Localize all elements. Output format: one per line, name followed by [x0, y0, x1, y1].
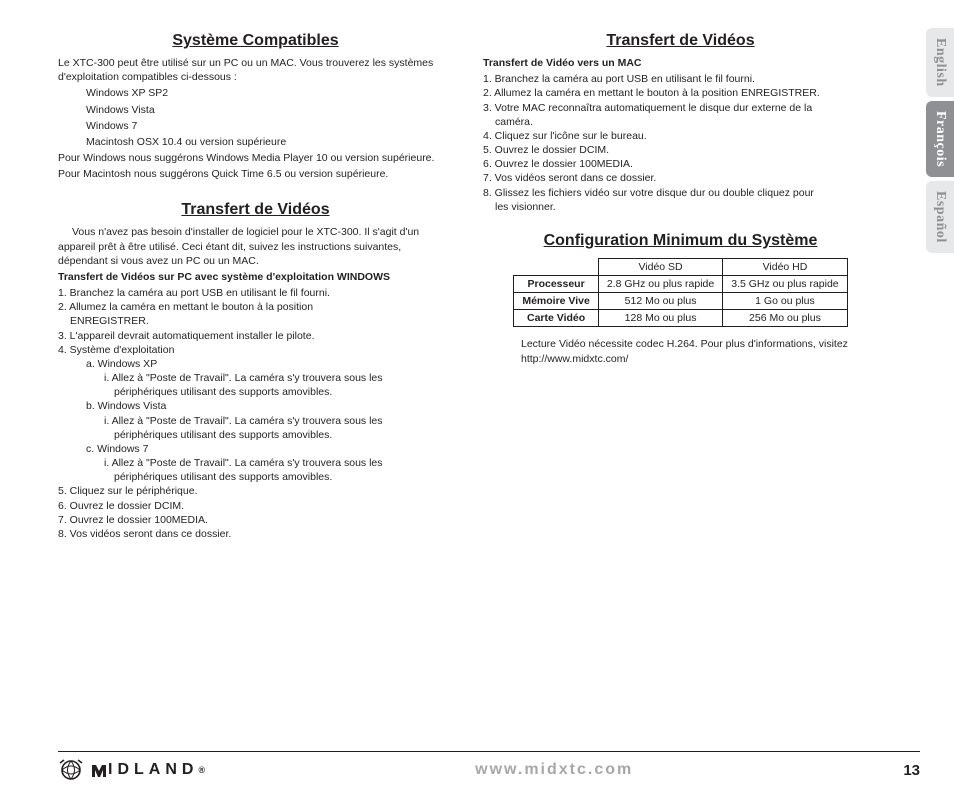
step: 4. Cliquez sur l'icône sur le bureau.: [483, 129, 878, 143]
brand-text: IDLAND: [108, 761, 198, 779]
left-column: Système Compatibles Le XTC-300 peut être…: [58, 28, 453, 541]
table-rowhead: Mémoire Vive: [514, 292, 599, 309]
table-cell: 3.5 GHz ou plus rapide: [723, 275, 847, 292]
substep: a. Windows XP: [58, 357, 453, 371]
table-cell-empty: [514, 258, 599, 275]
windows-transfer-subhead: Transfert de Vidéos sur PC avec système …: [58, 270, 453, 284]
transfer-intro: Vous n'avez pas besoin d'installer de lo…: [58, 225, 453, 268]
table-rowhead: Processeur: [514, 275, 599, 292]
step-cont: les visionner.: [483, 200, 878, 214]
table-cell: 2.8 GHz ou plus rapide: [598, 275, 722, 292]
step: 3. Votre MAC reconnaîtra automatiquement…: [483, 101, 878, 115]
table-row: Processeur 2.8 GHz ou plus rapide 3.5 GH…: [514, 275, 847, 292]
mac-transfer-subhead: Transfert de Vidéo vers un MAC: [483, 56, 878, 70]
m-icon: [90, 761, 108, 779]
globe-icon: [58, 759, 84, 781]
mac-steps: 1. Branchez la caméra au port USB en uti…: [483, 72, 878, 214]
footer-rule: [58, 751, 920, 752]
content-columns: Système Compatibles Le XTC-300 peut être…: [58, 28, 878, 541]
os-item: Windows XP SP2: [58, 86, 453, 100]
heading-transfert-left: Transfert de Vidéos: [58, 201, 453, 219]
os-item: Windows Vista: [58, 103, 453, 117]
windows-note: Pour Windows nous suggérons Windows Medi…: [58, 151, 453, 165]
step: 6. Ouvrez le dossier DCIM.: [58, 499, 453, 513]
spec-table: Vidéo SD Vidéo HD Processeur 2.8 GHz ou …: [513, 258, 847, 327]
right-column: Transfert de Vidéos Transfert de Vidéo v…: [483, 28, 878, 541]
table-row: Vidéo SD Vidéo HD: [514, 258, 847, 275]
substep-cont: périphériques utilisant des supports amo…: [58, 385, 453, 399]
mac-note: Pour Macintosh nous suggérons Quick Time…: [58, 167, 453, 181]
substep-cont: périphériques utilisant des supports amo…: [58, 428, 453, 442]
heading-config-min: Configuration Minimum du Système: [483, 232, 878, 250]
footer-url: www.midxtc.com: [475, 761, 633, 779]
step: 3. L'appareil devrait automatiquement in…: [58, 329, 453, 343]
windows-steps: 1. Branchez la caméra au port USB en uti…: [58, 286, 453, 541]
brand-logo: IDLAND ®: [58, 759, 205, 781]
manual-page: English François Español Système Compati…: [0, 0, 954, 808]
substep: i. Allez à "Poste de Travail". La caméra…: [58, 371, 453, 385]
step: 4. Système d'exploitation: [58, 343, 453, 357]
heading-transfert-right: Transfert de Vidéos: [483, 32, 878, 50]
table-rowhead: Carte Vidéo: [514, 309, 599, 326]
step-cont: caméra.: [483, 115, 878, 129]
table-cell: 512 Mo ou plus: [598, 292, 722, 309]
table-cell: 256 Mo ou plus: [723, 309, 847, 326]
table-row: Carte Vidéo 128 Mo ou plus 256 Mo ou plu…: [514, 309, 847, 326]
substep-cont: périphériques utilisant des supports amo…: [58, 470, 453, 484]
step: 1. Branchez la caméra au port USB en uti…: [483, 72, 878, 86]
language-tabs: English François Español: [926, 28, 954, 257]
step: 2. Allumez la caméra en mettant le bouto…: [58, 300, 453, 314]
substep: c. Windows 7: [58, 442, 453, 456]
step: 5. Ouvrez le dossier DCIM.: [483, 143, 878, 157]
step: 7. Ouvrez le dossier 100MEDIA.: [58, 513, 453, 527]
table-cell: 1 Go ou plus: [723, 292, 847, 309]
substep: i. Allez à "Poste de Travail". La caméra…: [58, 456, 453, 470]
table-row: Mémoire Vive 512 Mo ou plus 1 Go ou plus: [514, 292, 847, 309]
substep: i. Allez à "Poste de Travail". La caméra…: [58, 414, 453, 428]
step: 5. Cliquez sur le périphérique.: [58, 484, 453, 498]
os-item: Windows 7: [58, 119, 453, 133]
table-cell: 128 Mo ou plus: [598, 309, 722, 326]
step: 7. Vos vidéos seront dans ce dossier.: [483, 171, 878, 185]
step: 2. Allumez la caméra en mettant le bouto…: [483, 86, 878, 100]
step-cont: ENREGISTRER.: [58, 314, 453, 328]
registered-icon: ®: [198, 765, 205, 775]
os-item: Macintosh OSX 10.4 ou version supérieure: [58, 135, 453, 149]
tab-espanol[interactable]: Español: [926, 181, 954, 253]
step: 1. Branchez la caméra au port USB en uti…: [58, 286, 453, 300]
heading-systeme-compatibles: Système Compatibles: [58, 32, 453, 50]
codec-note: Lecture Vidéo nécessite codec H.264. Pou…: [521, 337, 858, 365]
compat-intro: Le XTC-300 peut être utilisé sur un PC o…: [58, 56, 453, 84]
table-header: Vidéo HD: [723, 258, 847, 275]
substep: b. Windows Vista: [58, 399, 453, 413]
page-number: 13: [903, 762, 920, 779]
page-footer: IDLAND ® www.midxtc.com 13: [58, 758, 920, 782]
tab-english[interactable]: English: [926, 28, 954, 97]
step: 8. Glissez les fichiers vidéo sur votre …: [483, 186, 878, 200]
tab-francois[interactable]: François: [926, 101, 954, 177]
step: 8. Vos vidéos seront dans ce dossier.: [58, 527, 453, 541]
table-header: Vidéo SD: [598, 258, 722, 275]
step: 6. Ouvrez le dossier 100MEDIA.: [483, 157, 878, 171]
